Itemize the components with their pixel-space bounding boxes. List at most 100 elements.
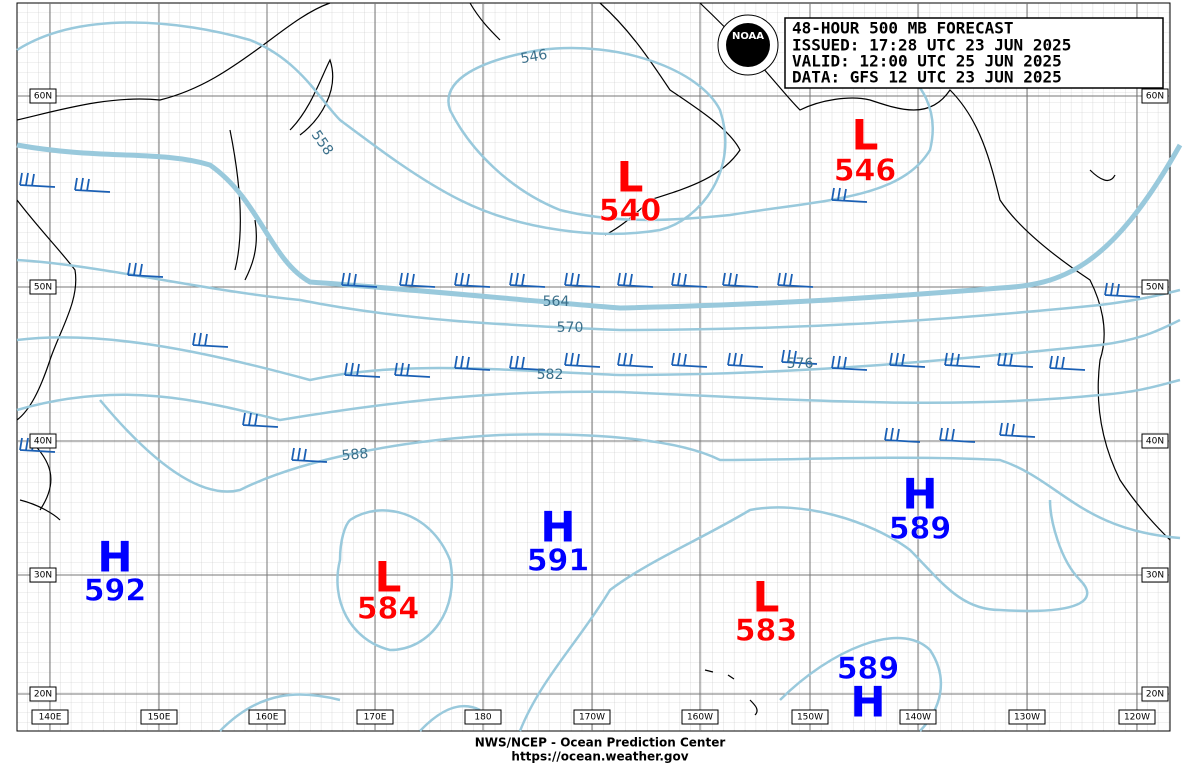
lon-label: 150E (148, 713, 171, 723)
wind-barb (509, 355, 546, 371)
lon-label-box (573, 709, 611, 725)
center-value: 584 (357, 592, 420, 627)
wind-barb (242, 412, 279, 428)
header-line: VALID: 12:00 UTC 25 JUN 2025 (792, 52, 1062, 71)
center-letter: L (852, 111, 879, 160)
center-letter: L (375, 553, 402, 602)
lon-label-box (248, 709, 286, 725)
wind-barb (944, 352, 981, 368)
contours (16, 21, 1183, 732)
lon-label-box (464, 709, 502, 725)
lon-label-box (1008, 709, 1046, 725)
lon-label: 170E (364, 713, 387, 723)
wind-barb (617, 272, 654, 288)
contour-label: 582 (537, 367, 564, 383)
logo-inner (726, 23, 770, 67)
lat-label-box (29, 279, 57, 295)
wind-barb (127, 262, 164, 278)
wind-barb (722, 272, 759, 288)
center-value: 591 (527, 544, 590, 579)
lon-label-box (1118, 709, 1156, 725)
lon-label: 160W (687, 713, 713, 723)
lat-label: 50N (34, 283, 52, 293)
center-letter: L (753, 573, 780, 622)
wind-barb (1104, 282, 1141, 298)
lon-label: 170W (579, 713, 605, 723)
lat-label: 20N (34, 690, 52, 700)
lat-label: 30N (34, 571, 52, 581)
wind-barb (671, 272, 708, 288)
center-value: 589 (837, 652, 900, 687)
lon-label-box (791, 709, 829, 725)
wind-barb (1049, 355, 1086, 371)
wind-barb (291, 447, 328, 463)
lat-label-box (1141, 433, 1169, 449)
lon-label-box (140, 709, 178, 725)
wind-barb (671, 352, 708, 368)
lat-label-box (29, 686, 57, 702)
lon-label-box (31, 709, 69, 725)
lat-label-box (29, 88, 57, 104)
wind-barb (394, 362, 431, 378)
lon-label: 140W (905, 713, 931, 723)
lon-label-box (899, 709, 937, 725)
lat-label: 60N (1146, 92, 1164, 102)
header-line: ISSUED: 17:28 UTC 23 JUN 2025 (792, 36, 1071, 55)
footer-line: NWS/NCEP - Ocean Prediction Center (475, 736, 726, 750)
lat-label: 30N (1146, 571, 1164, 581)
logo-text: NOAA (732, 31, 764, 42)
lat-label-box (1141, 567, 1169, 583)
center-letter: L (617, 153, 644, 202)
wind-barb (19, 437, 56, 453)
center-value: 546 (834, 154, 897, 189)
header-box (784, 17, 1164, 89)
wind-barb (997, 352, 1034, 368)
lat-label: 40N (34, 437, 52, 447)
wind-barbs (19, 172, 1141, 463)
wind-barb (344, 362, 381, 378)
contour-label: 546 (519, 47, 548, 67)
lon-label: 160E (256, 713, 279, 723)
wind-barb (727, 352, 764, 368)
wind-barb (831, 355, 868, 371)
lat-label: 60N (34, 92, 52, 102)
center-letter: H (97, 533, 132, 582)
wind-barb (884, 427, 921, 443)
wind-barb (831, 187, 868, 203)
wind-barb (192, 332, 229, 348)
wind-barb (564, 352, 601, 368)
contour-label: 564 (543, 294, 570, 310)
lat-label: 20N (1146, 690, 1164, 700)
wind-barb (399, 272, 436, 288)
lon-label-box (356, 709, 394, 725)
lat-label: 50N (1146, 283, 1164, 293)
footer-line: https://ocean.weather.gov (511, 750, 688, 764)
wind-barb (889, 352, 926, 368)
contour-label: 588 (341, 446, 369, 464)
lat-label-box (29, 433, 57, 449)
contour-label: 570 (557, 320, 584, 336)
wind-barb (19, 172, 56, 188)
center-letter: H (850, 678, 885, 727)
lon-label: 130W (1014, 713, 1040, 723)
lat-label-box (1141, 279, 1169, 295)
wind-barb (454, 272, 491, 288)
center-value: 589 (889, 512, 952, 547)
lon-label: 180 (474, 713, 491, 723)
lon-label: 140E (39, 713, 62, 723)
lat-label-box (1141, 686, 1169, 702)
lat-label: 40N (1146, 437, 1164, 447)
center-value: 592 (84, 574, 147, 609)
center-value: 583 (735, 614, 798, 649)
wind-barb (617, 352, 654, 368)
wind-barb (999, 422, 1036, 438)
header-line: DATA: GFS 12 UTC 23 JUN 2025 (792, 68, 1062, 87)
wind-barb (341, 272, 378, 288)
header-line: 48-HOUR 500 MB FORECAST (792, 19, 1014, 38)
contour-label: 576 (787, 356, 814, 372)
wind-barb (939, 427, 976, 443)
wind-barb (74, 177, 111, 193)
lat-label-box (1141, 88, 1169, 104)
